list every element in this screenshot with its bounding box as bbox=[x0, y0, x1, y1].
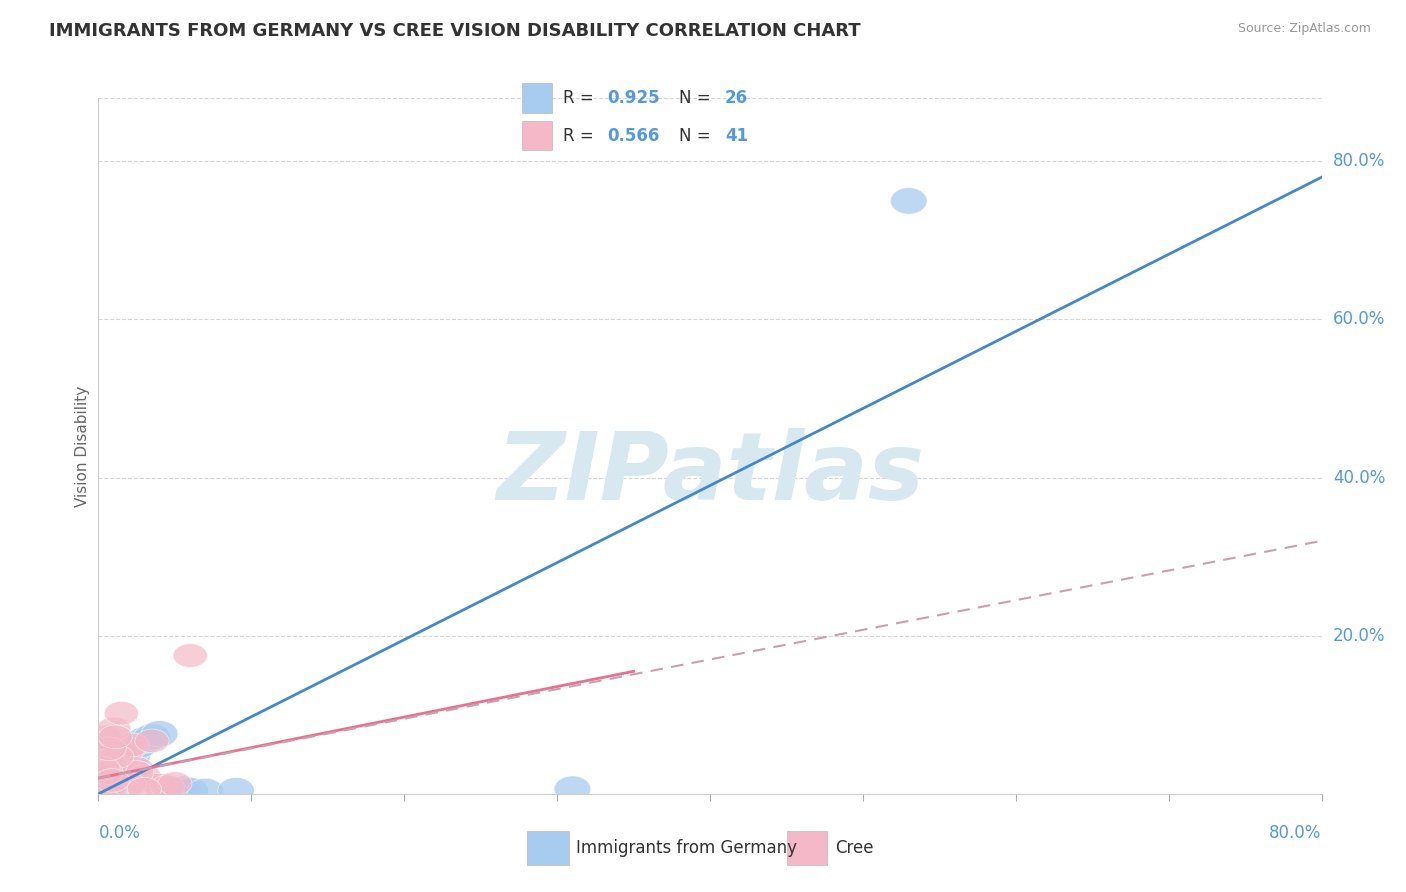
Text: 26: 26 bbox=[725, 89, 748, 107]
Text: 80.0%: 80.0% bbox=[1333, 153, 1385, 170]
Ellipse shape bbox=[117, 735, 153, 761]
Ellipse shape bbox=[104, 701, 138, 725]
Y-axis label: Vision Disability: Vision Disability bbox=[75, 385, 90, 507]
Ellipse shape bbox=[89, 776, 127, 803]
Text: N =: N = bbox=[679, 89, 716, 107]
Ellipse shape bbox=[90, 749, 125, 772]
Ellipse shape bbox=[87, 725, 122, 748]
Ellipse shape bbox=[187, 779, 224, 805]
Ellipse shape bbox=[94, 753, 128, 776]
Ellipse shape bbox=[97, 717, 131, 741]
Ellipse shape bbox=[120, 761, 153, 784]
Text: 41: 41 bbox=[725, 127, 748, 145]
Text: 0.925: 0.925 bbox=[607, 89, 659, 107]
Ellipse shape bbox=[91, 766, 128, 793]
Ellipse shape bbox=[94, 764, 131, 789]
Ellipse shape bbox=[114, 743, 150, 769]
Ellipse shape bbox=[87, 772, 124, 799]
Ellipse shape bbox=[127, 777, 162, 801]
Text: 0.0%: 0.0% bbox=[98, 824, 141, 842]
Ellipse shape bbox=[84, 772, 118, 797]
Ellipse shape bbox=[127, 727, 163, 754]
Text: 60.0%: 60.0% bbox=[1333, 310, 1385, 328]
Ellipse shape bbox=[89, 770, 124, 793]
Ellipse shape bbox=[89, 761, 124, 784]
Ellipse shape bbox=[115, 733, 149, 756]
Ellipse shape bbox=[90, 775, 125, 798]
Ellipse shape bbox=[86, 778, 122, 804]
Text: N =: N = bbox=[679, 127, 716, 145]
Ellipse shape bbox=[104, 746, 138, 769]
Ellipse shape bbox=[87, 771, 122, 795]
Ellipse shape bbox=[120, 756, 153, 780]
Text: R =: R = bbox=[562, 127, 599, 145]
Ellipse shape bbox=[101, 753, 135, 776]
Ellipse shape bbox=[91, 737, 127, 761]
Ellipse shape bbox=[97, 762, 131, 785]
Ellipse shape bbox=[134, 723, 170, 750]
Ellipse shape bbox=[91, 766, 127, 790]
Text: 20.0%: 20.0% bbox=[1333, 627, 1385, 645]
Ellipse shape bbox=[83, 777, 120, 803]
Ellipse shape bbox=[96, 769, 129, 792]
Ellipse shape bbox=[554, 776, 591, 803]
Text: 0.566: 0.566 bbox=[607, 127, 659, 145]
Ellipse shape bbox=[165, 776, 201, 803]
Text: 40.0%: 40.0% bbox=[1333, 468, 1385, 487]
Ellipse shape bbox=[96, 764, 129, 789]
Ellipse shape bbox=[84, 774, 121, 801]
Text: IMMIGRANTS FROM GERMANY VS CREE VISION DISABILITY CORRELATION CHART: IMMIGRANTS FROM GERMANY VS CREE VISION D… bbox=[49, 22, 860, 40]
Ellipse shape bbox=[86, 733, 120, 756]
Ellipse shape bbox=[111, 739, 148, 766]
Ellipse shape bbox=[100, 745, 134, 769]
Ellipse shape bbox=[156, 779, 193, 805]
Ellipse shape bbox=[108, 747, 145, 774]
Ellipse shape bbox=[121, 731, 157, 758]
Ellipse shape bbox=[127, 764, 162, 789]
Ellipse shape bbox=[86, 777, 120, 800]
Ellipse shape bbox=[83, 778, 117, 802]
Ellipse shape bbox=[124, 770, 159, 793]
Ellipse shape bbox=[135, 729, 169, 753]
Ellipse shape bbox=[100, 756, 134, 780]
Ellipse shape bbox=[97, 758, 134, 785]
Ellipse shape bbox=[890, 187, 927, 214]
FancyBboxPatch shape bbox=[522, 120, 553, 151]
Text: Immigrants from Germany: Immigrants from Germany bbox=[576, 839, 797, 857]
Ellipse shape bbox=[172, 778, 208, 804]
Ellipse shape bbox=[94, 773, 128, 797]
Ellipse shape bbox=[112, 772, 146, 797]
Text: R =: R = bbox=[562, 89, 599, 107]
Text: ZIPatlas: ZIPatlas bbox=[496, 428, 924, 520]
Ellipse shape bbox=[112, 737, 146, 761]
Text: 80.0%: 80.0% bbox=[1270, 824, 1322, 842]
Ellipse shape bbox=[157, 772, 193, 796]
Ellipse shape bbox=[150, 775, 184, 798]
Ellipse shape bbox=[105, 749, 141, 772]
Ellipse shape bbox=[86, 756, 120, 780]
Ellipse shape bbox=[100, 756, 136, 781]
Ellipse shape bbox=[142, 773, 177, 797]
Ellipse shape bbox=[103, 752, 139, 779]
Ellipse shape bbox=[93, 770, 129, 796]
Text: Source: ZipAtlas.com: Source: ZipAtlas.com bbox=[1237, 22, 1371, 36]
Ellipse shape bbox=[98, 725, 132, 748]
Ellipse shape bbox=[84, 741, 118, 764]
Ellipse shape bbox=[108, 741, 143, 764]
Ellipse shape bbox=[218, 778, 254, 804]
FancyBboxPatch shape bbox=[522, 84, 553, 113]
Text: Cree: Cree bbox=[835, 839, 873, 857]
Ellipse shape bbox=[141, 721, 179, 747]
Ellipse shape bbox=[173, 644, 207, 667]
